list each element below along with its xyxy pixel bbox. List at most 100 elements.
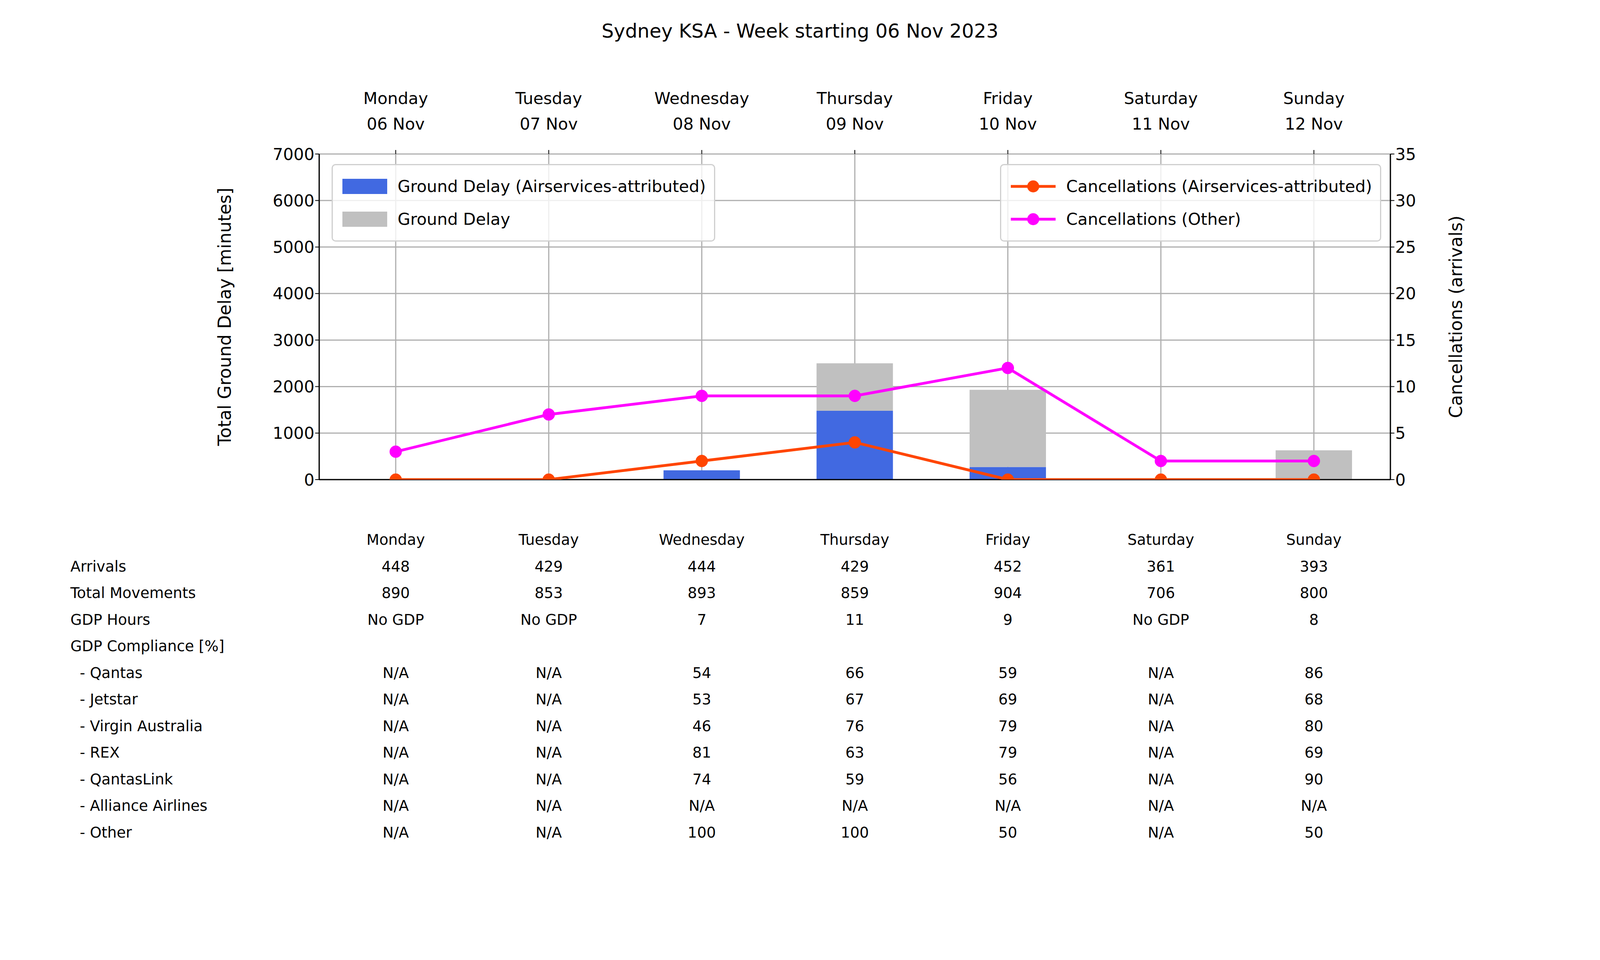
html-text:Wednesday: Wednesday bbox=[658, 531, 745, 549]
html-text:448: 448 bbox=[381, 557, 410, 575]
html-text:No GDP: No GDP bbox=[367, 610, 425, 628]
svg-text:1000: 1000 bbox=[272, 423, 315, 443]
svg-text:3000: 3000 bbox=[272, 330, 315, 350]
svg-text:15: 15 bbox=[1395, 330, 1416, 350]
html-text:- Qantas: - Qantas bbox=[70, 664, 143, 682]
svg-text:Tuesday: Tuesday bbox=[514, 88, 582, 108]
html-text:- QantasLink: - QantasLink bbox=[70, 770, 173, 788]
html-text:69: 69 bbox=[1304, 743, 1324, 761]
html-text:No GDP: No GDP bbox=[1132, 610, 1190, 628]
svg-text:30: 30 bbox=[1395, 191, 1416, 211]
html-text:890: 890 bbox=[381, 584, 410, 602]
html-text:904: 904 bbox=[993, 584, 1022, 602]
svg-text:08 Nov: 08 Nov bbox=[672, 114, 731, 134]
svg-text:10: 10 bbox=[1395, 377, 1416, 397]
html-text:Cancellations (Other): Cancellations (Other) bbox=[1066, 209, 1241, 229]
svg-text:0: 0 bbox=[1395, 470, 1406, 486]
svg-text:25: 25 bbox=[1395, 237, 1416, 257]
html-text:76: 76 bbox=[845, 717, 865, 735]
svg-text:0: 0 bbox=[304, 470, 315, 486]
html-text:Thursday: Thursday bbox=[820, 531, 890, 549]
html-text:Monday: Monday bbox=[366, 531, 425, 549]
html-text:Total Ground Delay [minutes]: Total Ground Delay [minutes] bbox=[214, 187, 235, 446]
html-text:Total Movements: Total Movements bbox=[70, 584, 196, 602]
html-text:N/A: N/A bbox=[535, 717, 562, 735]
html-text:429: 429 bbox=[840, 557, 869, 575]
html-text:54: 54 bbox=[692, 664, 712, 682]
html-text:No GDP: No GDP bbox=[520, 610, 578, 628]
svg-text:Monday: Monday bbox=[363, 88, 428, 108]
html-text:66: 66 bbox=[845, 664, 865, 682]
html-text:N/A: N/A bbox=[1147, 690, 1174, 708]
html-text:800: 800 bbox=[1299, 584, 1328, 602]
svg-text:2000: 2000 bbox=[272, 377, 315, 397]
html-text:63: 63 bbox=[845, 743, 865, 761]
html-text:Ground Delay (Airservices-attr: Ground Delay (Airservices-attributed) bbox=[397, 176, 706, 196]
svg-text:10 Nov: 10 Nov bbox=[978, 114, 1037, 134]
html-text:Ground Delay: Ground Delay bbox=[397, 209, 511, 229]
html-text:46: 46 bbox=[692, 717, 712, 735]
html-text:GDP Hours: GDP Hours bbox=[70, 610, 151, 628]
html-text:67: 67 bbox=[845, 690, 865, 708]
html-text:N/A: N/A bbox=[382, 664, 409, 682]
html-text:GDP Compliance [%]: GDP Compliance [%] bbox=[70, 637, 225, 655]
html-text:- Jetstar: - Jetstar bbox=[70, 690, 138, 708]
svg-text:11 Nov: 11 Nov bbox=[1132, 114, 1190, 134]
html-text:79: 79 bbox=[998, 743, 1018, 761]
html-text:853: 853 bbox=[534, 584, 563, 602]
html-text:53: 53 bbox=[692, 690, 712, 708]
html-text:79: 79 bbox=[998, 717, 1018, 735]
svg-text:Wednesday: Wednesday bbox=[654, 88, 750, 108]
html-text:893: 893 bbox=[687, 584, 716, 602]
svg-text:4000: 4000 bbox=[272, 284, 315, 304]
svg-text:09 Nov: 09 Nov bbox=[825, 114, 884, 134]
svg-text:6000: 6000 bbox=[272, 191, 315, 211]
html-text:- REX: - REX bbox=[70, 743, 120, 761]
html-text:N/A: N/A bbox=[382, 743, 409, 761]
svg-text:Saturday: Saturday bbox=[1124, 88, 1198, 108]
svg-text:5: 5 bbox=[1395, 423, 1406, 443]
svg-text:5000: 5000 bbox=[272, 237, 315, 257]
html-text:361: 361 bbox=[1146, 557, 1175, 575]
svg-text:12 Nov: 12 Nov bbox=[1284, 114, 1343, 134]
html-text:- Virgin Australia: - Virgin Australia bbox=[70, 717, 203, 735]
html-text:N/A: N/A bbox=[382, 690, 409, 708]
html-text:81: 81 bbox=[692, 743, 712, 761]
html-text:Friday: Friday bbox=[985, 531, 1031, 549]
svg-text:Friday: Friday bbox=[982, 88, 1033, 108]
html-text:Sunday: Sunday bbox=[1286, 531, 1342, 549]
html-text:86: 86 bbox=[1304, 664, 1324, 682]
svg-text:20: 20 bbox=[1395, 284, 1416, 304]
svg-text:Sunday: Sunday bbox=[1283, 88, 1345, 108]
html-text:N/A: N/A bbox=[535, 664, 562, 682]
svg-text:35: 35 bbox=[1395, 144, 1416, 164]
html-text:452: 452 bbox=[993, 557, 1022, 575]
html-text:Cancellations (Airservices-att: Cancellations (Airservices-attributed) bbox=[1066, 176, 1372, 196]
html-text:69: 69 bbox=[998, 690, 1018, 708]
html-text:Arrivals: Arrivals bbox=[70, 557, 127, 575]
html-text:Sydney KSA - Week starting 06: Sydney KSA - Week starting 06 Nov 2023 bbox=[601, 19, 999, 42]
html-text:393: 393 bbox=[1299, 557, 1328, 575]
html-text:N/A: N/A bbox=[382, 770, 409, 788]
html-text:Cancellations (arrivals): Cancellations (arrivals) bbox=[1445, 215, 1466, 419]
html-text:Saturday: Saturday bbox=[1127, 531, 1195, 549]
html-text:N/A: N/A bbox=[382, 717, 409, 735]
html-text:N/A: N/A bbox=[535, 743, 562, 761]
html-text:59: 59 bbox=[998, 664, 1018, 682]
svg-text:07 Nov: 07 Nov bbox=[519, 114, 578, 134]
html-text:444: 444 bbox=[687, 557, 716, 575]
html-text:Tuesday: Tuesday bbox=[518, 531, 579, 549]
html-text:706: 706 bbox=[1146, 584, 1175, 602]
html-text:80: 80 bbox=[1304, 717, 1324, 735]
html-text:N/A: N/A bbox=[1147, 717, 1174, 735]
html-text:429: 429 bbox=[534, 557, 563, 575]
html-text:859: 859 bbox=[840, 584, 869, 602]
html-text:11: 11 bbox=[845, 610, 865, 628]
svg-text:7000: 7000 bbox=[272, 144, 315, 164]
html-text:68: 68 bbox=[1304, 690, 1324, 708]
html-text:N/A: N/A bbox=[1147, 664, 1174, 682]
html-text:N/A: N/A bbox=[1147, 743, 1174, 761]
html-text:N/A: N/A bbox=[535, 690, 562, 708]
svg-text:06 Nov: 06 Nov bbox=[366, 114, 425, 134]
svg-text:Thursday: Thursday bbox=[816, 88, 894, 108]
